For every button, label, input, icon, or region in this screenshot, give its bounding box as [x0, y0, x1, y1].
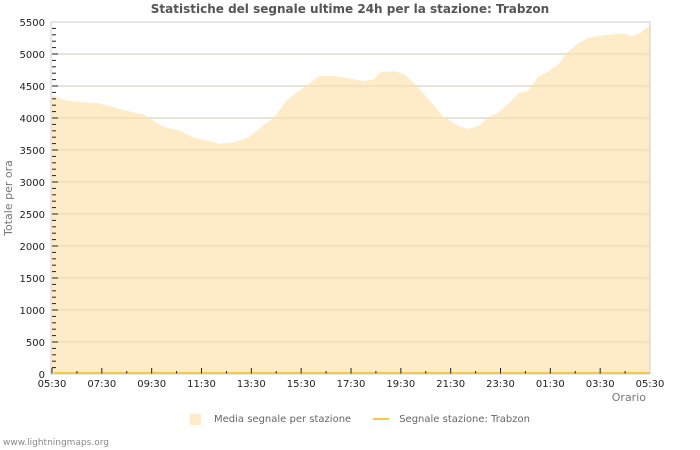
y-axis: 0 500 1000 1500 2000 2500 3000 3500 4000 4500 5000… — [20, 18, 58, 381]
y-tick-label: 1000 — [20, 306, 45, 317]
x-tick-label: 19:30 — [386, 379, 415, 390]
y-tick-label: 4000 — [20, 114, 45, 125]
y-tick-label: 4500 — [20, 82, 45, 93]
x-tick-label: 13:30 — [237, 379, 266, 390]
x-tick-label: 11:30 — [187, 379, 216, 390]
x-tick-label: 09:30 — [137, 379, 166, 390]
x-tick-label: 21:30 — [436, 379, 465, 390]
y-tick-label: 0 — [39, 370, 45, 381]
x-tick-label: 15:30 — [287, 379, 316, 390]
x-tick-label: 05:30 — [38, 379, 67, 390]
y-tick-label: 5000 — [20, 50, 45, 61]
x-tick-label: 07:30 — [87, 379, 116, 390]
x-tick-label: 05:30 — [636, 379, 665, 390]
y-tick-label: 1500 — [20, 274, 45, 285]
line-swatch-icon — [373, 418, 390, 420]
y-axis-title: Totale per ora — [2, 160, 15, 237]
x-tick-label: 03:30 — [586, 379, 615, 390]
x-axis: 05:30 07:30 09:30 11:30 13:30 15:30 17:30 19:30… — [38, 368, 665, 390]
x-tick-label: 01:30 — [536, 379, 565, 390]
chart-title: Statistiche del segnale ultime 24h per l… — [150, 2, 550, 16]
plot-frame — [50, 21, 651, 375]
x-axis-title: Orario — [612, 391, 647, 404]
y-tick-label: 2000 — [20, 242, 45, 253]
y-tick-label: 3500 — [20, 146, 45, 157]
average-signal-area — [52, 25, 650, 375]
x-tick-label: 17:30 — [337, 379, 366, 390]
y-tick-label: 500 — [26, 338, 45, 349]
area-swatch-icon — [190, 413, 201, 425]
x-tick-label: 23:30 — [486, 379, 515, 390]
legend-area-label: Media segnale per stazione — [214, 413, 352, 425]
y-tick-label: 2500 — [20, 210, 45, 221]
footer-credit: www.lightningmaps.org — [3, 438, 109, 448]
y-tick-label: 5500 — [20, 18, 45, 29]
legend-line-label: Segnale stazione: Trabzon — [399, 413, 530, 425]
legend: Media segnale per stazione Segnale stazi… — [190, 411, 530, 427]
y-tick-label: 3000 — [20, 178, 45, 189]
